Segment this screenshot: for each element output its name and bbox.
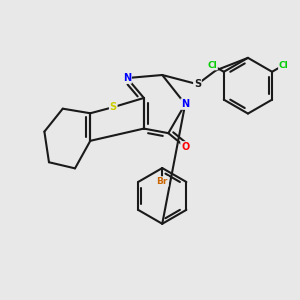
Text: Br: Br [157, 177, 168, 186]
Text: O: O [181, 142, 189, 152]
Text: Cl: Cl [207, 61, 217, 70]
Text: S: S [110, 102, 117, 112]
Text: N: N [181, 99, 189, 109]
Text: N: N [123, 73, 131, 83]
Text: Cl: Cl [279, 61, 289, 70]
Text: S: S [194, 79, 201, 89]
